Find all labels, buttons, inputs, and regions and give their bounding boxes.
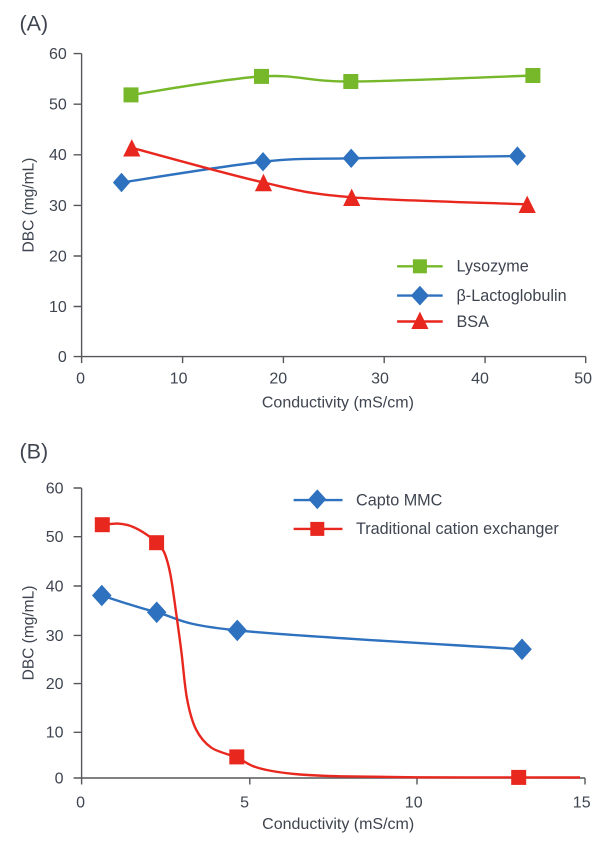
svg-text:50: 50 xyxy=(49,97,67,114)
svg-text:0: 0 xyxy=(76,371,85,388)
svg-text:30: 30 xyxy=(371,371,389,388)
svg-text:30: 30 xyxy=(49,198,67,215)
svg-text:(A): (A) xyxy=(20,12,49,36)
svg-text:5: 5 xyxy=(240,794,249,811)
svg-text:DBC (mg/mL): DBC (mg/mL) xyxy=(21,586,38,681)
svg-text:40: 40 xyxy=(471,371,489,388)
svg-text:(B): (B) xyxy=(20,440,49,464)
svg-text:DBC (mg/mL): DBC (mg/mL) xyxy=(21,158,38,253)
svg-text:40: 40 xyxy=(46,578,64,595)
svg-text:Capto MMC: Capto MMC xyxy=(356,491,443,509)
svg-text:Lysozyme: Lysozyme xyxy=(457,258,529,276)
svg-text:30: 30 xyxy=(46,628,64,645)
svg-text:Conductivity (mS/cm): Conductivity (mS/cm) xyxy=(262,816,414,833)
svg-text:β-Lactoglobulin: β-Lactoglobulin xyxy=(457,287,567,305)
svg-text:60: 60 xyxy=(46,480,64,497)
svg-text:10: 10 xyxy=(49,299,67,316)
svg-text:20: 20 xyxy=(49,248,67,265)
svg-text:10: 10 xyxy=(405,794,423,811)
svg-text:10: 10 xyxy=(170,371,188,388)
svg-text:50: 50 xyxy=(46,529,64,546)
svg-text:Traditional cation exchanger: Traditional cation exchanger xyxy=(356,520,559,538)
svg-text:15: 15 xyxy=(573,794,591,811)
svg-text:0: 0 xyxy=(55,770,64,787)
svg-text:20: 20 xyxy=(46,676,64,693)
svg-text:20: 20 xyxy=(269,371,287,388)
svg-text:50: 50 xyxy=(574,371,592,388)
svg-text:60: 60 xyxy=(49,46,67,63)
svg-text:40: 40 xyxy=(49,147,67,164)
svg-text:Conductivity (mS/cm): Conductivity (mS/cm) xyxy=(262,395,414,412)
svg-text:10: 10 xyxy=(46,725,64,742)
svg-text:BSA: BSA xyxy=(457,313,490,331)
svg-text:0: 0 xyxy=(76,794,85,811)
svg-text:0: 0 xyxy=(58,349,67,366)
